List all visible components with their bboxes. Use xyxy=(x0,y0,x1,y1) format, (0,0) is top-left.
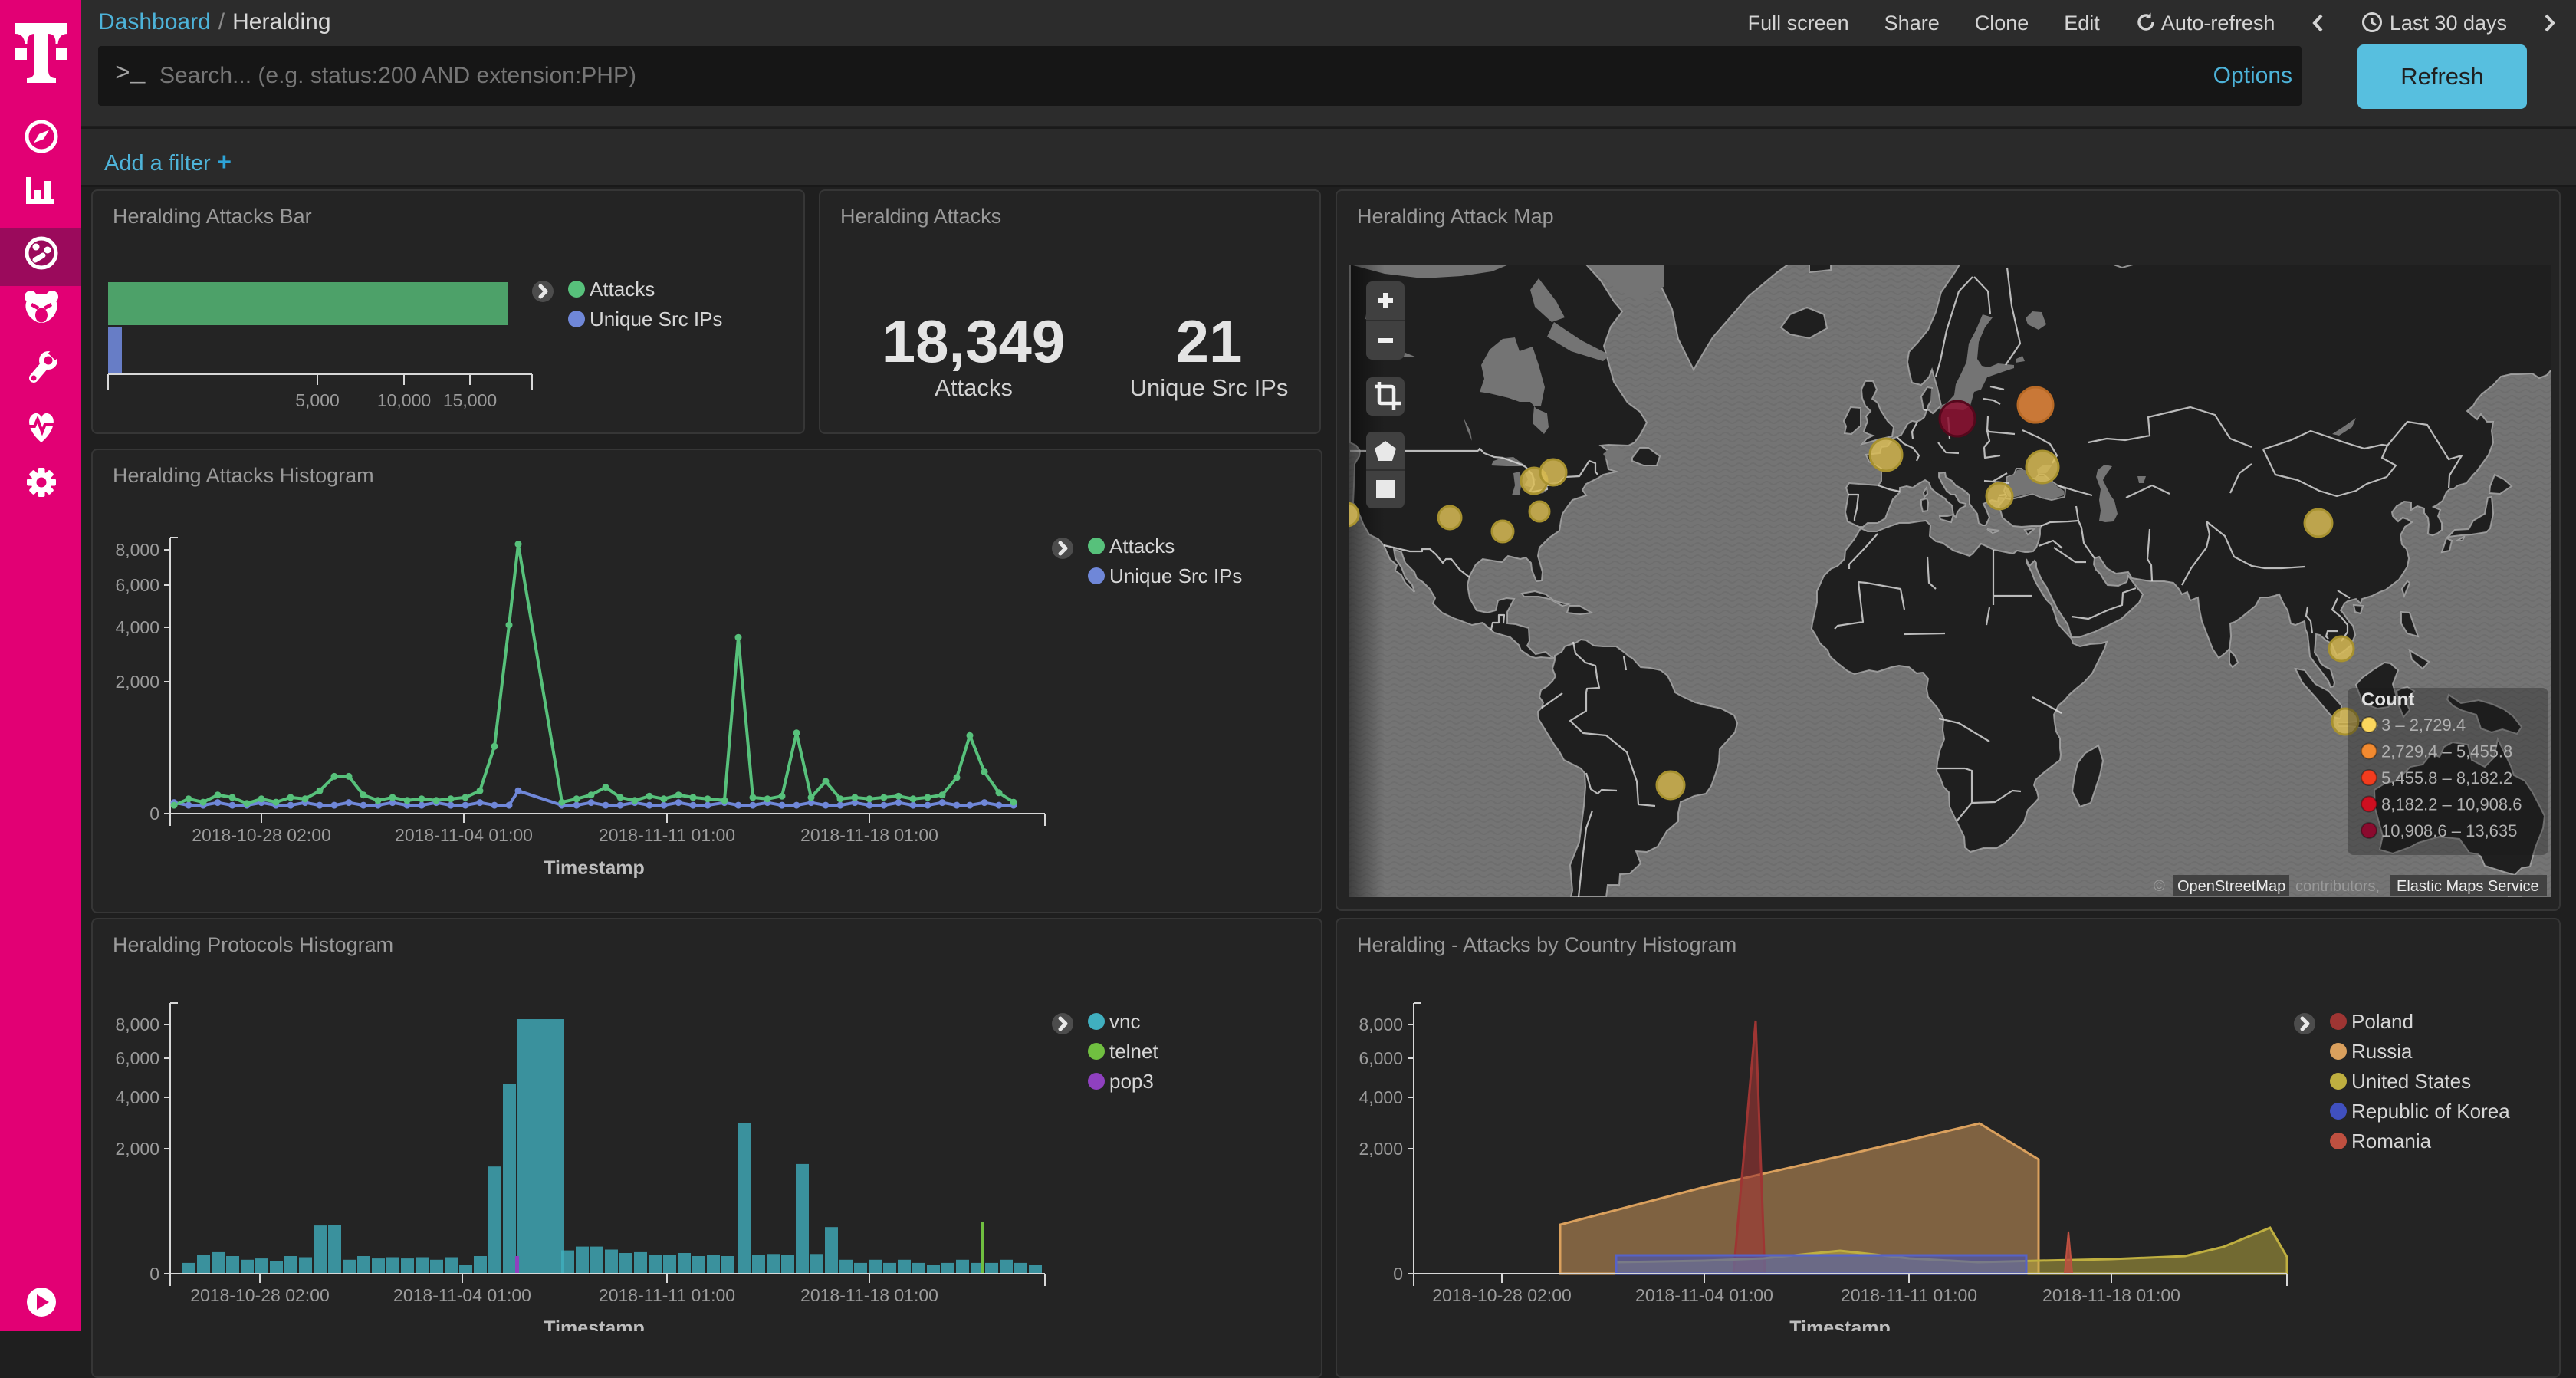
svg-text:telnet: telnet xyxy=(1109,1040,1158,1063)
svg-text:Timestamp: Timestamp xyxy=(544,857,645,879)
svg-text:6,000: 6,000 xyxy=(1359,1048,1403,1068)
svg-text:10,000: 10,000 xyxy=(377,390,431,410)
svg-text:contributors,: contributors, xyxy=(2295,878,2380,895)
svg-text:8,000: 8,000 xyxy=(1359,1015,1403,1034)
svg-text:6,000: 6,000 xyxy=(115,1048,159,1068)
svg-text:Russia: Russia xyxy=(2351,1040,2413,1063)
svg-text:OpenStreetMap: OpenStreetMap xyxy=(2177,878,2285,895)
svg-text:Unique Src IPs: Unique Src IPs xyxy=(590,308,722,331)
svg-text:2018-10-28 02:00: 2018-10-28 02:00 xyxy=(192,825,331,845)
svg-text:2018-10-28 02:00: 2018-10-28 02:00 xyxy=(1432,1285,1572,1305)
svg-text:4,000: 4,000 xyxy=(115,1087,159,1107)
svg-text:8,000: 8,000 xyxy=(115,540,159,560)
svg-text:2,729.4 – 5,455.8: 2,729.4 – 5,455.8 xyxy=(2381,742,2512,761)
svg-text:Count: Count xyxy=(2361,689,2414,710)
svg-text:8,182.2 – 10,908.6: 8,182.2 – 10,908.6 xyxy=(2381,795,2522,814)
svg-text:2018-11-11 01:00: 2018-11-11 01:00 xyxy=(599,1285,735,1305)
svg-text:2018-11-18 01:00: 2018-11-18 01:00 xyxy=(2042,1285,2180,1305)
svg-text:4,000: 4,000 xyxy=(1359,1087,1403,1107)
svg-text:vnc: vnc xyxy=(1109,1010,1140,1033)
svg-text:5,000: 5,000 xyxy=(295,390,340,410)
svg-text:pop3: pop3 xyxy=(1109,1070,1154,1093)
svg-text:0: 0 xyxy=(150,1264,159,1284)
svg-text:2018-11-11 01:00: 2018-11-11 01:00 xyxy=(1841,1285,1977,1305)
svg-text:United States: United States xyxy=(2351,1070,2471,1093)
svg-text:2018-11-18 01:00: 2018-11-18 01:00 xyxy=(800,1285,938,1305)
svg-text:Elastic Maps Service: Elastic Maps Service xyxy=(2397,878,2539,895)
svg-text:2018-11-04 01:00: 2018-11-04 01:00 xyxy=(395,825,533,845)
svg-text:8,000: 8,000 xyxy=(115,1015,159,1034)
svg-text:Attacks: Attacks xyxy=(590,278,655,301)
svg-text:4,000: 4,000 xyxy=(115,617,159,637)
svg-text:0: 0 xyxy=(150,804,159,824)
svg-text:Romania: Romania xyxy=(2351,1130,2432,1153)
svg-text:Republic of Korea: Republic of Korea xyxy=(2351,1100,2510,1123)
svg-text:©: © xyxy=(2154,878,2165,895)
svg-text:2018-11-04 01:00: 2018-11-04 01:00 xyxy=(393,1285,531,1305)
svg-text:2,000: 2,000 xyxy=(115,672,159,692)
svg-text:15,000: 15,000 xyxy=(443,390,497,410)
svg-text:Attacks: Attacks xyxy=(1109,534,1175,557)
svg-text:0: 0 xyxy=(1393,1264,1403,1284)
svg-text:2018-11-11 01:00: 2018-11-11 01:00 xyxy=(599,825,735,845)
svg-text:3 – 2,729.4: 3 – 2,729.4 xyxy=(2381,715,2466,735)
svg-text:2018-11-18 01:00: 2018-11-18 01:00 xyxy=(800,825,938,845)
svg-text:2,000: 2,000 xyxy=(1359,1139,1403,1159)
svg-text:Poland: Poland xyxy=(2351,1010,2413,1033)
svg-text:Timestamp: Timestamp xyxy=(544,1317,645,1331)
svg-text:6,000: 6,000 xyxy=(115,575,159,595)
svg-text:10,908.6 – 13,635: 10,908.6 – 13,635 xyxy=(2381,821,2517,840)
svg-text:Unique Src IPs: Unique Src IPs xyxy=(1109,564,1242,587)
svg-text:2,000: 2,000 xyxy=(115,1139,159,1159)
svg-text:2018-11-04 01:00: 2018-11-04 01:00 xyxy=(1635,1285,1773,1305)
svg-text:2018-10-28 02:00: 2018-10-28 02:00 xyxy=(190,1285,330,1305)
svg-text:5,455.8 – 8,182.2: 5,455.8 – 8,182.2 xyxy=(2381,768,2512,788)
svg-text:Timestamp: Timestamp xyxy=(1789,1317,1891,1331)
